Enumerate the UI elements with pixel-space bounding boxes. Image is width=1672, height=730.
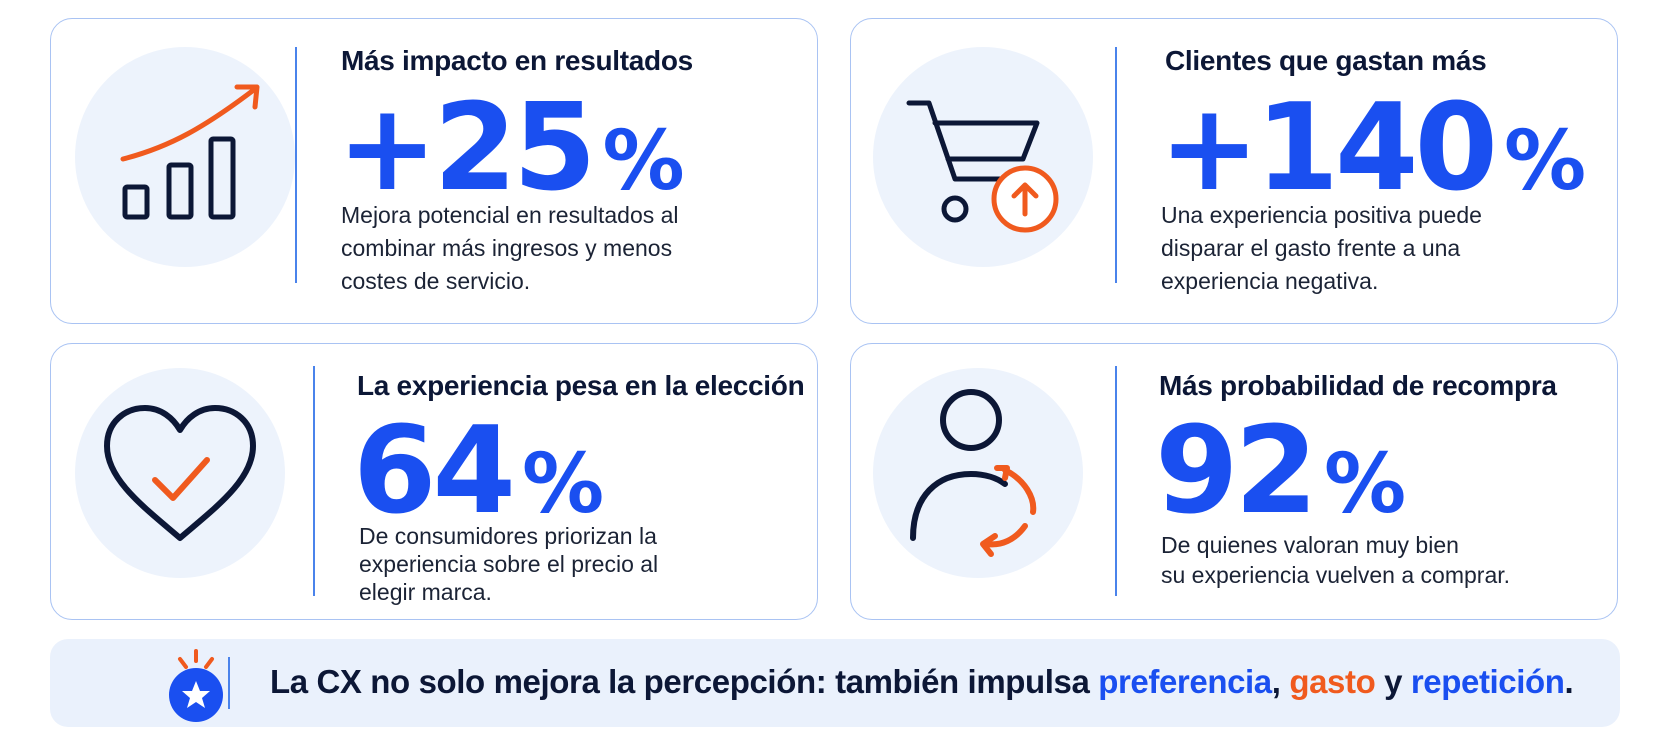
stat-value: +140%	[1159, 89, 1586, 209]
icon-circle	[873, 47, 1093, 267]
stat-value: +25%	[337, 89, 685, 209]
divider-line	[1115, 366, 1117, 596]
stat-card-repurchase: Más probabilidad de recompra 92% De quie…	[850, 343, 1618, 620]
stat-percent: %	[1324, 437, 1407, 532]
banner-message: La CX no solo mejora la percepción: tamb…	[270, 663, 1574, 700]
star-badge-icon	[169, 649, 223, 722]
growth-chart-icon	[120, 84, 260, 220]
banner-divider	[228, 657, 230, 709]
card-title: Más impacto en resultados	[341, 45, 693, 76]
stat-number: +25	[337, 79, 597, 218]
card-title: La experiencia pesa en la elección	[357, 370, 805, 401]
stat-card-results: Más impacto en resultados +25% Mejora po…	[50, 18, 818, 324]
icon-circle	[75, 368, 285, 578]
icon-circle	[75, 47, 295, 267]
person-repeat-icon	[910, 389, 1037, 557]
icon-circle	[873, 368, 1083, 578]
card-title: Más probabilidad de recompra	[1159, 370, 1557, 401]
highlight-repeticion: repetición	[1410, 663, 1565, 700]
divider-line	[1115, 47, 1117, 283]
card-description: De quienes valoran muy bien su experienc…	[1161, 532, 1511, 588]
card-description: Mejora potencial en resultados al combin…	[341, 202, 679, 294]
stat-number: 92	[1155, 402, 1318, 541]
divider-line	[295, 47, 297, 283]
shopping-cart-up-icon	[906, 100, 1059, 233]
stat-percent: %	[522, 437, 605, 532]
stat-percent: %	[602, 114, 685, 209]
stat-number: +140	[1159, 79, 1498, 218]
stat-value: 64%	[353, 412, 604, 532]
stat-value: 92%	[1155, 412, 1406, 532]
card-description: De consumidores priorizan la experiencia…	[359, 523, 659, 605]
summary-banner: La CX no solo mejora la percepción: tamb…	[50, 639, 1620, 727]
stat-card-choice: La experiencia pesa en la elección 64% D…	[50, 343, 818, 620]
highlight-preferencia: preferencia	[1098, 663, 1272, 700]
stat-number: 64	[353, 402, 516, 541]
card-description: Una experiencia positiva puede disparar …	[1161, 202, 1482, 294]
highlight-gasto: gasto	[1289, 663, 1376, 700]
heart-check-icon	[104, 405, 256, 541]
stat-percent: %	[1504, 114, 1587, 209]
divider-line	[313, 366, 315, 596]
card-title: Clientes que gastan más	[1165, 45, 1487, 76]
stat-card-spending: Clientes que gastan más +140% Una experi…	[850, 18, 1618, 324]
